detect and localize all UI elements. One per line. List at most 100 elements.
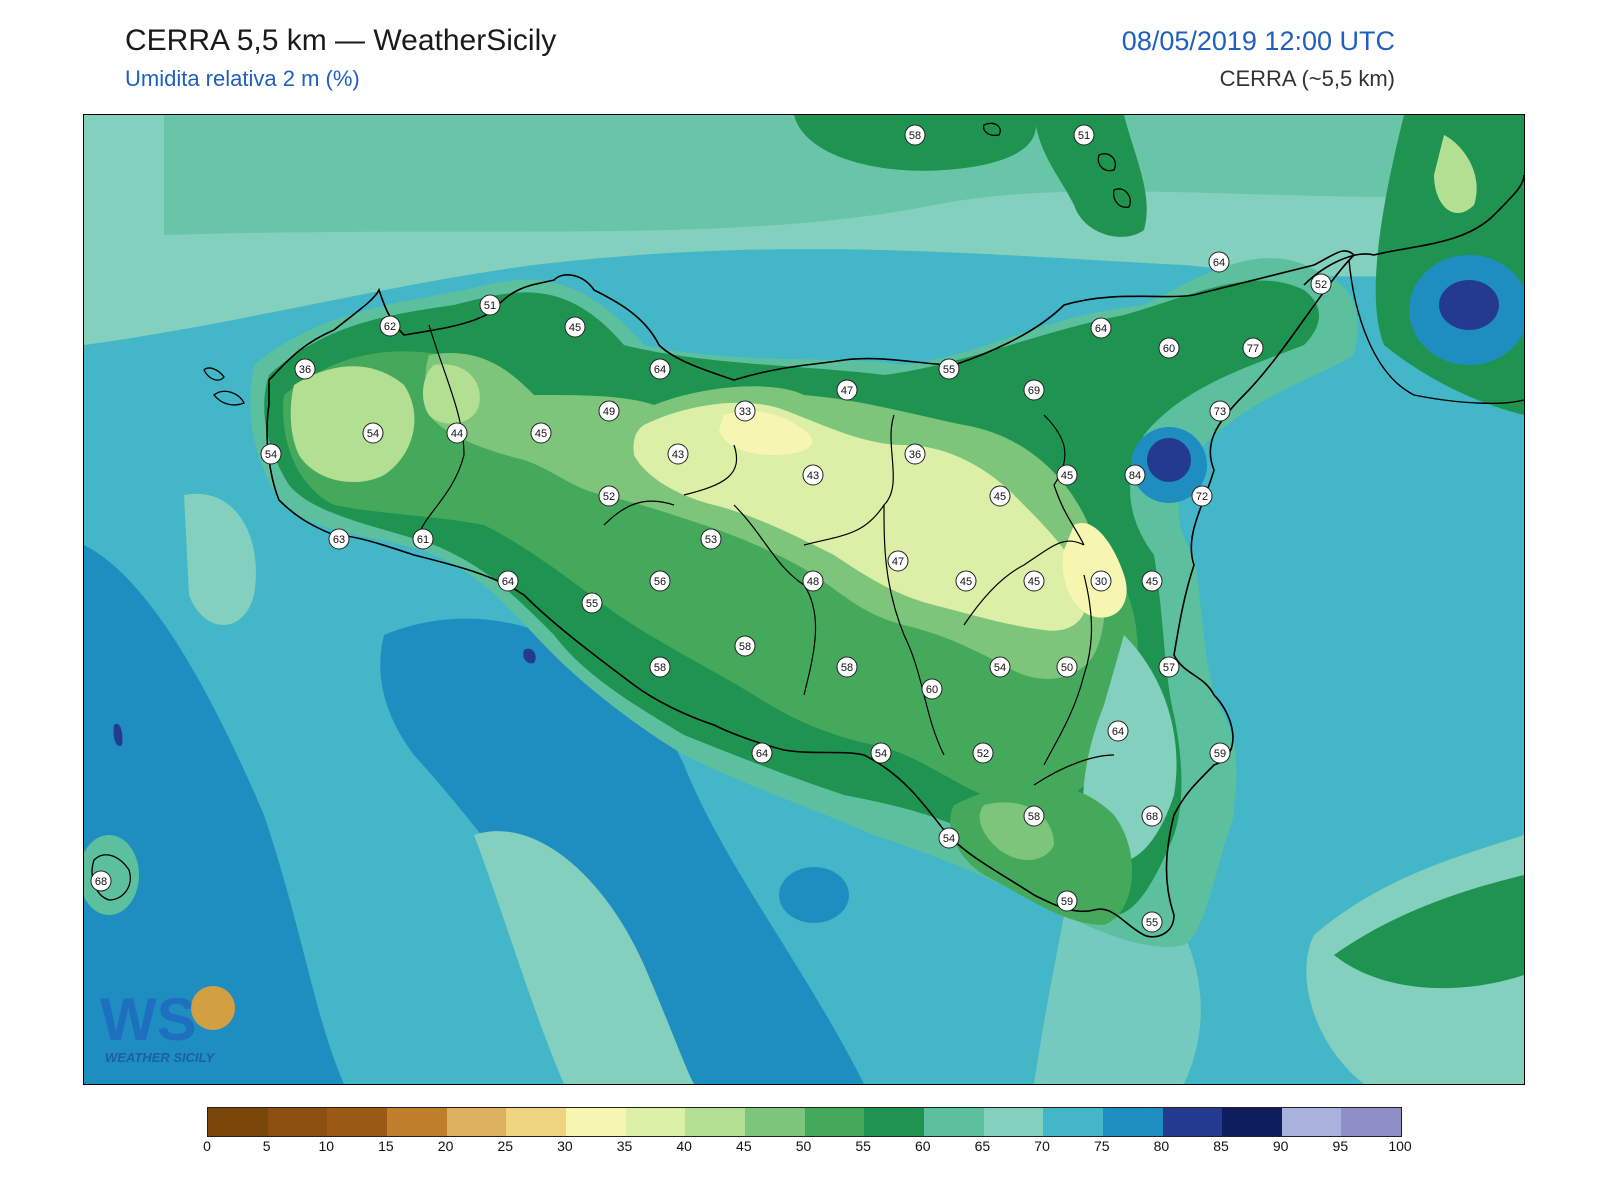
station-value: 57: [1163, 662, 1175, 674]
station-value: 68: [1146, 811, 1158, 823]
station-value: 53: [705, 534, 717, 546]
colorbar-tick-label: 65: [974, 1138, 991, 1154]
station-marker: 64: [1107, 720, 1129, 742]
station-value: 48: [807, 576, 819, 588]
station-marker-circle: [90, 870, 112, 892]
station-marker: 48: [802, 570, 824, 592]
station-marker-circle: [362, 422, 384, 444]
malta-channel-band: [474, 831, 694, 1084]
station-marker-circle: [1209, 400, 1231, 422]
station-marker: 49: [598, 400, 620, 422]
station-marker-circle: [1056, 464, 1078, 486]
station-value: 43: [672, 449, 684, 461]
colorbar-cell: [1043, 1108, 1103, 1136]
colorbar-tick-label: 50: [795, 1138, 812, 1154]
station-value: 44: [451, 428, 463, 440]
station-marker: 54: [260, 443, 282, 465]
station-marker-circle: [836, 379, 858, 401]
colorbar-cell: [685, 1108, 745, 1136]
station-marker: 44: [446, 422, 468, 444]
model-source: CERRA (~5,5 km): [1219, 66, 1395, 91]
station-value: 64: [1112, 726, 1124, 738]
station-marker-circle: [1242, 337, 1264, 359]
sicily-pale-yellow: [719, 410, 813, 455]
station-marker-circle: [649, 358, 671, 380]
station-marker: 36: [904, 443, 926, 465]
station-marker-circle: [802, 464, 824, 486]
station-marker: 45: [989, 485, 1011, 507]
south-sea-deep: [84, 545, 344, 1084]
station-value: 59: [1214, 748, 1226, 760]
station-marker: 51: [1073, 124, 1095, 146]
station-marker: 56: [649, 570, 671, 592]
station-marker: 45: [1056, 464, 1078, 486]
station-marker: 53: [700, 528, 722, 550]
station-value: 52: [977, 748, 989, 760]
station-value: 64: [502, 576, 514, 588]
colorbar-tick-label: 30: [557, 1138, 573, 1154]
colorbar-tick-label: 90: [1272, 1138, 1289, 1154]
station-marker-circle: [1090, 570, 1112, 592]
colorbar-tick-label: 25: [497, 1138, 514, 1154]
station-marker: 36: [294, 358, 316, 380]
station-marker: 77: [1242, 337, 1264, 359]
station-marker-circle: [1023, 570, 1045, 592]
station-value: 63: [333, 534, 345, 546]
station-value: 45: [1146, 576, 1158, 588]
colorbar-tick-label: 95: [1332, 1138, 1349, 1154]
station-value: 56: [654, 576, 666, 588]
east-coast-peak-core: [1147, 438, 1191, 482]
colorbar-tick-label: 100: [1388, 1138, 1412, 1154]
station-marker: 64: [649, 358, 671, 380]
colorbar-cell: [327, 1108, 387, 1136]
station-marker: 60: [1158, 337, 1180, 359]
station-value: 33: [739, 406, 751, 418]
station-marker-circle: [1208, 251, 1230, 273]
station-value: 55: [586, 598, 598, 610]
station-marker-circle: [497, 570, 519, 592]
station-value: 55: [943, 364, 955, 376]
station-marker-circle: [989, 656, 1011, 678]
colorbar-cell: [1341, 1108, 1402, 1136]
station-value: 45: [1061, 470, 1073, 482]
station-value: 54: [367, 428, 379, 440]
station-marker: 68: [1141, 805, 1163, 827]
station-marker-circle: [1191, 485, 1213, 507]
logo-letters: WS: [100, 986, 197, 1053]
station-marker-circle: [598, 485, 620, 507]
station-marker-circle: [479, 294, 501, 316]
station-marker: 64: [1090, 317, 1112, 339]
station-value: 54: [265, 449, 277, 461]
station-marker: 72: [1191, 485, 1213, 507]
station-marker: 57: [1158, 656, 1180, 678]
station-value: 58: [739, 641, 751, 653]
station-value: 64: [1213, 257, 1225, 269]
station-marker-circle: [1073, 124, 1095, 146]
egadi-islands: [203, 367, 245, 406]
colorbar-cell: [864, 1108, 924, 1136]
colorbar-cell: [565, 1108, 626, 1136]
calabria-coastline: [1303, 174, 1524, 286]
station-marker: 73: [1209, 400, 1231, 422]
station-marker: 64: [497, 570, 519, 592]
station-marker-circle: [649, 656, 671, 678]
station-marker-circle: [667, 443, 689, 465]
etna-pale-yellow: [1062, 523, 1127, 618]
station-marker: 64: [1208, 251, 1230, 273]
station-value: 72: [1196, 491, 1208, 503]
station-marker-circle: [649, 570, 671, 592]
colorbar-cell: [804, 1108, 865, 1136]
station-value: 77: [1247, 343, 1259, 355]
station-marker: 84: [1124, 464, 1146, 486]
station-marker: 45: [955, 570, 977, 592]
colorbar-tick-label: 40: [676, 1138, 692, 1154]
map-subtitle: Umidita relativa 2 m (%): [125, 66, 360, 91]
station-value: 45: [535, 428, 547, 440]
humidity-colorbar: [207, 1107, 1402, 1137]
station-marker-circle: [1056, 890, 1078, 912]
station-marker-circle: [1209, 742, 1231, 764]
station-marker: 59: [1209, 742, 1231, 764]
station-marker: 50: [1056, 656, 1078, 678]
station-marker-circle: [1056, 656, 1078, 678]
station-marker-circle: [530, 422, 552, 444]
